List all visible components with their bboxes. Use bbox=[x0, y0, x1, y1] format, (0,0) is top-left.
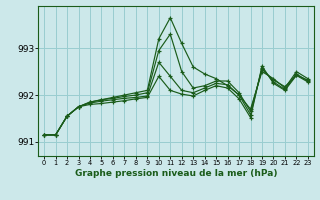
X-axis label: Graphe pression niveau de la mer (hPa): Graphe pression niveau de la mer (hPa) bbox=[75, 169, 277, 178]
